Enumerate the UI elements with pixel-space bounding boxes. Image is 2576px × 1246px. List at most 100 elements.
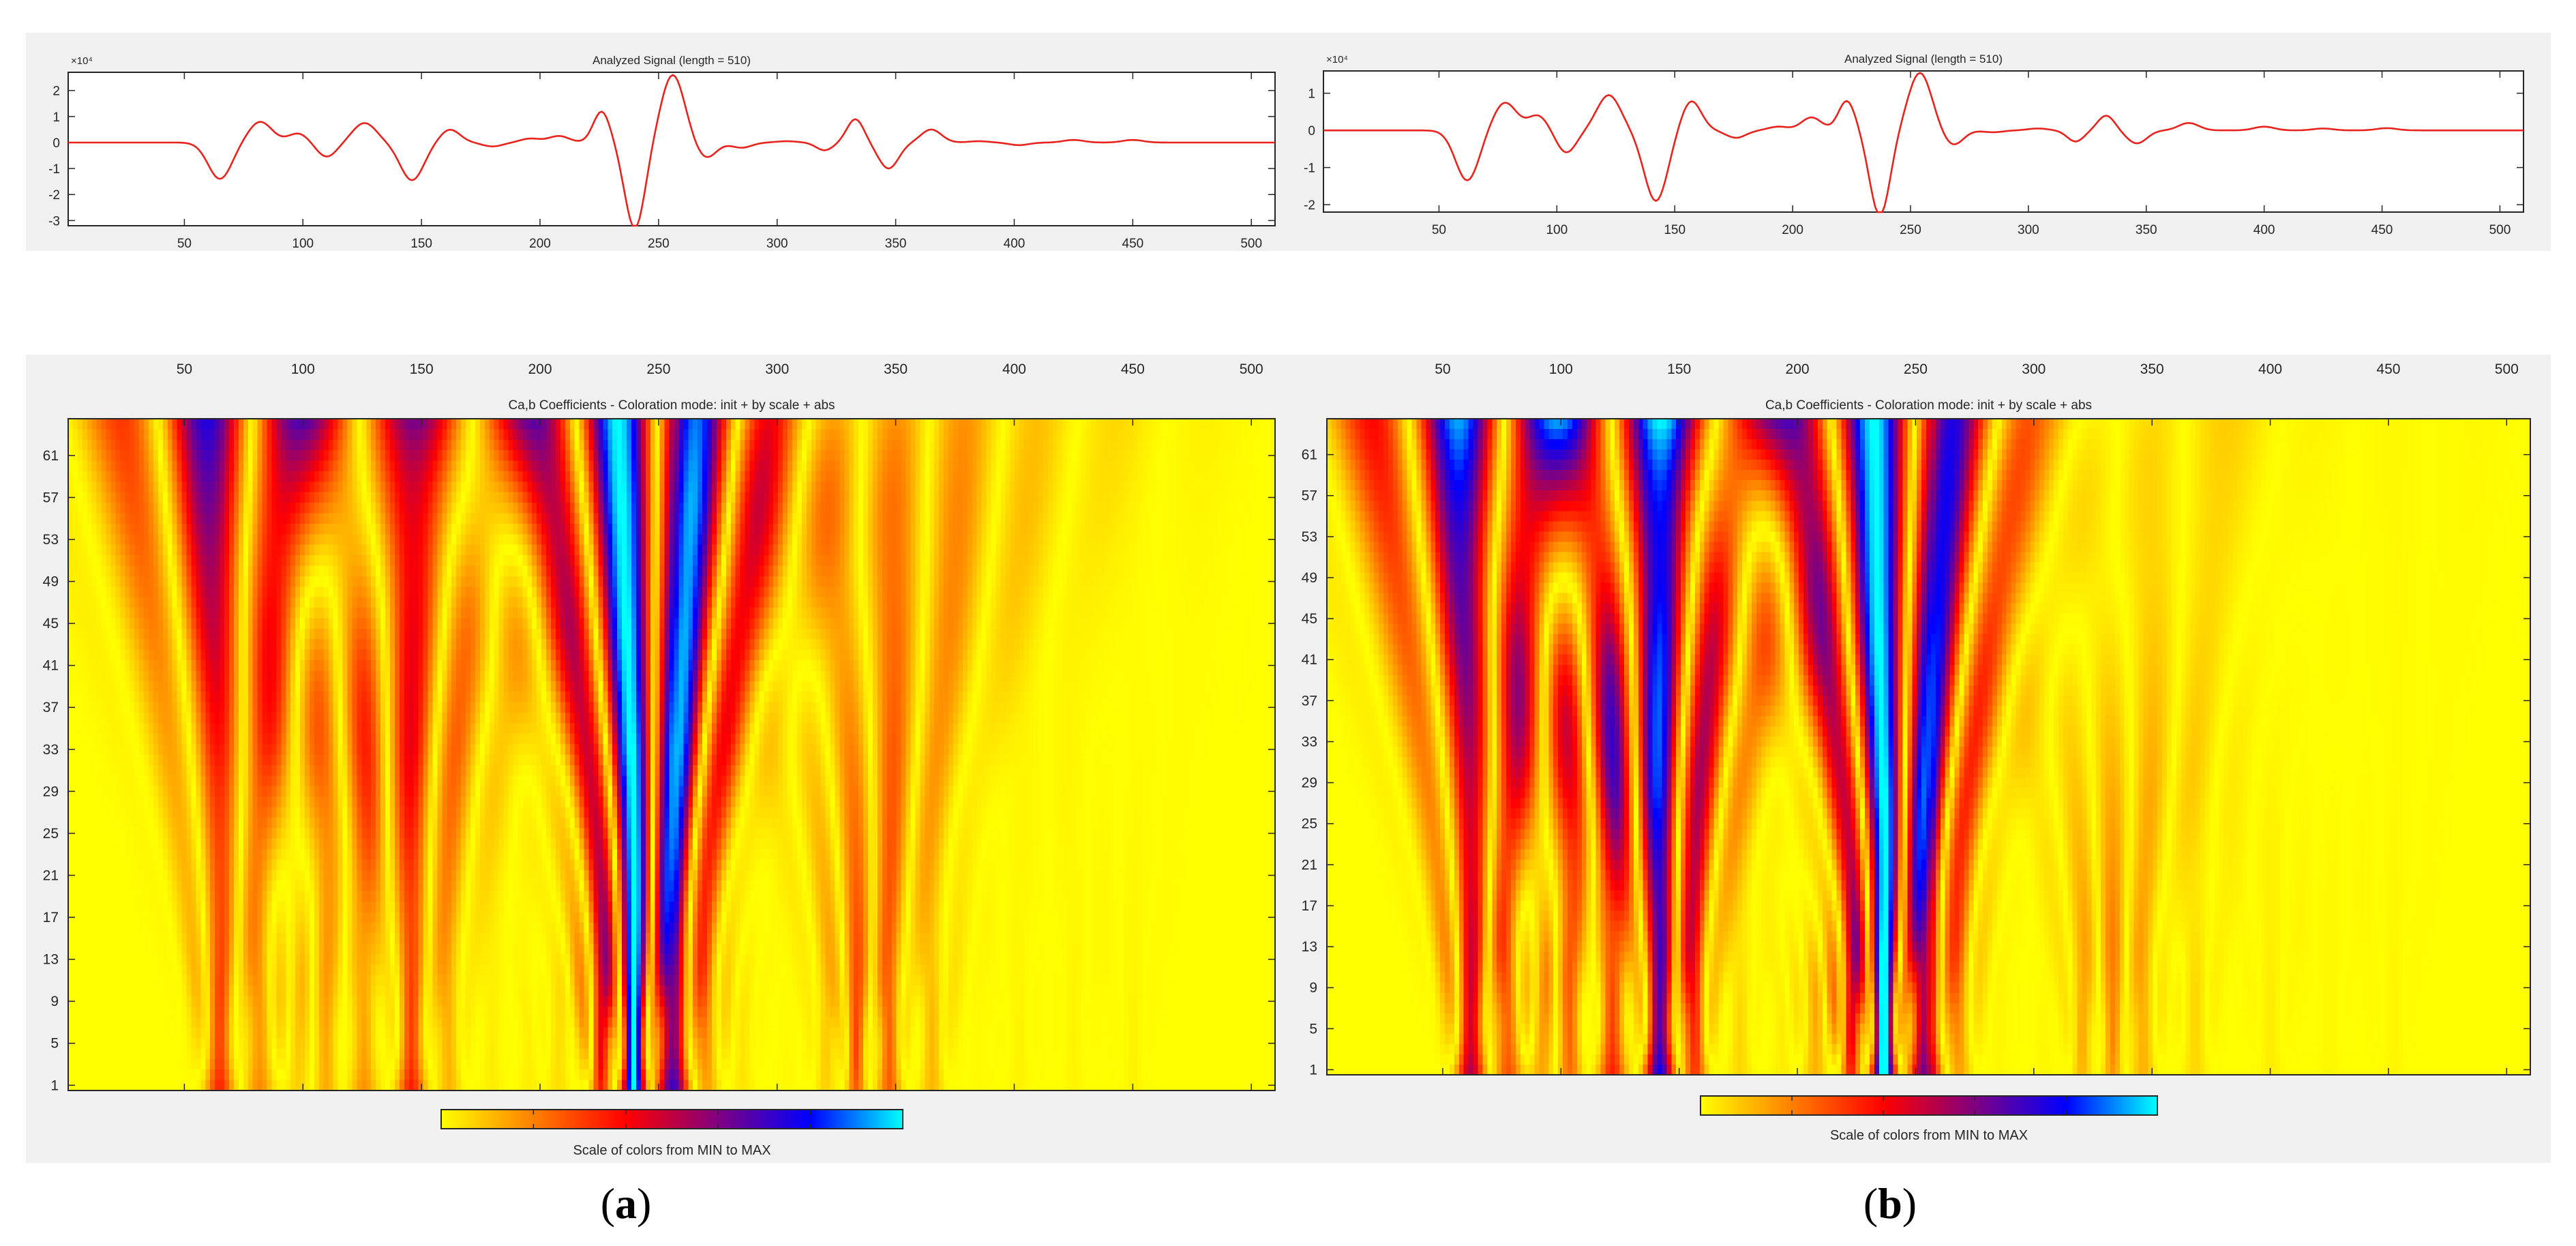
signal-xtick-label: 100 xyxy=(292,237,314,251)
scalogram-xtick-label: 100 xyxy=(291,361,315,377)
panel-b-label-open: ( xyxy=(1863,1179,1878,1228)
scalogram-axes-box xyxy=(68,418,1276,1091)
colorbar xyxy=(440,1109,903,1129)
scalogram-ytick-label: 61 xyxy=(1302,447,1317,463)
signal-xtick-label: 200 xyxy=(1782,223,1803,237)
scalogram-xtick-label: 300 xyxy=(765,361,789,377)
scalogram-xtick-label: 50 xyxy=(1435,361,1450,377)
signal-xtick-label: 200 xyxy=(529,237,551,251)
scalogram-xtick-label: 400 xyxy=(1002,361,1026,377)
signal-ytick-label: 2 xyxy=(53,85,60,99)
signal-ytick-label: 1 xyxy=(53,110,60,125)
panel-a-label-open: ( xyxy=(600,1179,615,1228)
scalogram-ytick-label: 45 xyxy=(43,616,59,632)
signal-xtick-label: 400 xyxy=(2253,223,2275,237)
scalogram-ytick-label: 37 xyxy=(43,700,59,715)
scalogram-title: Ca,b Coefficients - Coloration mode: ini… xyxy=(508,398,835,413)
scalogram-xtick-label: 200 xyxy=(528,361,552,377)
scalogram-ytick-label: 21 xyxy=(1302,857,1317,873)
signal-xtick-label: 250 xyxy=(1900,223,1921,237)
signal-xtick-label: 300 xyxy=(766,237,788,251)
scalogram-xtick-label: 450 xyxy=(1121,361,1145,377)
scalogram-ytick-label: 25 xyxy=(43,826,59,842)
signal-ytick-label: 0 xyxy=(53,136,60,151)
signal-exponent-label: ×10⁴ xyxy=(1326,54,1348,65)
scalogram-xtick-label: 450 xyxy=(2376,361,2400,377)
panel-b-label: (b) xyxy=(1822,1178,1958,1229)
scalogram-ytick-label: 57 xyxy=(43,490,59,505)
signal-title: Analyzed Signal (length = 510) xyxy=(1844,53,2003,65)
scalogram-title: Ca,b Coefficients - Coloration mode: ini… xyxy=(1765,398,2092,413)
signal-exponent-label: ×10⁴ xyxy=(71,55,93,67)
scalogram-ytick-label: 49 xyxy=(43,574,59,590)
scalogram-ytick-label: 41 xyxy=(1302,652,1317,668)
signal-series-line xyxy=(1323,72,2523,213)
scalogram-ytick-label: 53 xyxy=(43,532,59,548)
panel-a: Analyzed Signal (length = 510) ×10⁴ -3 -2 -1… xyxy=(26,33,1288,1228)
scalogram-ytick-label: 1 xyxy=(1309,1062,1317,1078)
panel-a-label-letter: a xyxy=(615,1179,637,1228)
scalogram-xtick-label: 300 xyxy=(2022,361,2046,377)
panel-b: Analyzed Signal (length = 510) ×10⁴ -2 -1 0 1… xyxy=(1288,0,2576,1246)
scalogram-ytick-label: 61 xyxy=(43,448,59,464)
signal-plot: Analyzed Signal (length = 510) ×10⁴ -2 -1 0 1… xyxy=(1288,33,2551,251)
signal-ytick-label: -1 xyxy=(1304,162,1315,176)
scalogram-axes-box xyxy=(1326,418,2531,1076)
signal-ytick-label: 1 xyxy=(1308,87,1315,102)
signal-xtick-label: 300 xyxy=(2018,223,2039,237)
scalogram-ytick-label: 9 xyxy=(1309,980,1317,996)
scalogram-xtick-label: 100 xyxy=(1549,361,1573,377)
signal-ytick-label: -3 xyxy=(48,214,60,228)
scalogram-ytick-label: 49 xyxy=(1302,570,1317,586)
signal-ytick-label: -2 xyxy=(48,188,60,203)
scalogram-xtick-label: 150 xyxy=(1667,361,1691,377)
scalogram-ytick-label: 41 xyxy=(43,658,59,674)
scalogram-ytick-label: 5 xyxy=(1309,1021,1317,1037)
scalogram-ytick-label: 25 xyxy=(1302,816,1317,832)
scalogram-xtick-label: 500 xyxy=(1240,361,1263,377)
colorbar-label: Scale of colors from MIN to MAX xyxy=(573,1143,770,1158)
scalogram-xtick-label: 400 xyxy=(2258,361,2282,377)
panel-b-label-letter: b xyxy=(1878,1179,1902,1228)
scalogram-xtick-label: 250 xyxy=(1904,361,1928,377)
scalogram-ytick-label: 29 xyxy=(43,784,59,799)
panel-b-label-close: ) xyxy=(1902,1179,1917,1228)
scalogram-plot: Ca,b Coefficients - Coloration mode: ini… xyxy=(1288,355,2551,1163)
scalogram-ytick-label: 5 xyxy=(50,1036,59,1052)
signal-title: Analyzed Signal (length = 510) xyxy=(593,54,751,67)
signal-xtick-label: 250 xyxy=(648,237,670,251)
scalogram-heatmap xyxy=(68,419,1275,1091)
signal-xtick-label: 150 xyxy=(1664,223,1686,237)
signal-xtick-label: 450 xyxy=(2371,223,2393,237)
signal-xtick-label: 400 xyxy=(1004,237,1025,251)
scalogram-ytick-label: 13 xyxy=(1302,939,1317,955)
signal-ytick-label: 0 xyxy=(1308,124,1315,138)
signal-xtick-label: 350 xyxy=(885,237,907,251)
scalogram-ytick-label: 33 xyxy=(1302,734,1317,750)
colorbar-label: Scale of colors from MIN to MAX xyxy=(1830,1128,2028,1143)
signal-xtick-label: 50 xyxy=(177,237,192,251)
signal-axes-box xyxy=(1323,70,2524,213)
signal-series-line xyxy=(68,74,1275,227)
scalogram-ytick-label: 29 xyxy=(1302,775,1317,791)
scalogram-xtick-label: 150 xyxy=(410,361,434,377)
scalogram-xtick-label: 500 xyxy=(2495,361,2519,377)
signal-xtick-label: 500 xyxy=(1240,237,1262,251)
scalogram-xtick-label: 200 xyxy=(1786,361,1810,377)
signal-xtick-label: 50 xyxy=(1432,223,1446,237)
panel-a-label-close: ) xyxy=(637,1179,652,1228)
scalogram-plot: Ca,b Coefficients - Coloration mode: ini… xyxy=(26,355,1288,1163)
scalogram-ytick-label: 17 xyxy=(43,910,59,925)
scalogram-ytick-label: 53 xyxy=(1302,529,1317,545)
scalogram-ytick-label: 33 xyxy=(43,742,59,758)
signal-ytick-label: -1 xyxy=(48,162,60,177)
scalogram-ytick-label: 17 xyxy=(1302,898,1317,914)
signal-axes-box xyxy=(68,72,1276,226)
scalogram-xtick-label: 350 xyxy=(884,361,908,377)
scalogram-ytick-label: 1 xyxy=(50,1078,59,1093)
signal-ytick-label: -2 xyxy=(1304,198,1315,213)
scalogram-xtick-label: 350 xyxy=(2140,361,2164,377)
signal-xtick-label: 150 xyxy=(410,237,432,251)
scalogram-ytick-label: 21 xyxy=(43,867,59,883)
scalogram-heatmap xyxy=(1327,419,2530,1075)
